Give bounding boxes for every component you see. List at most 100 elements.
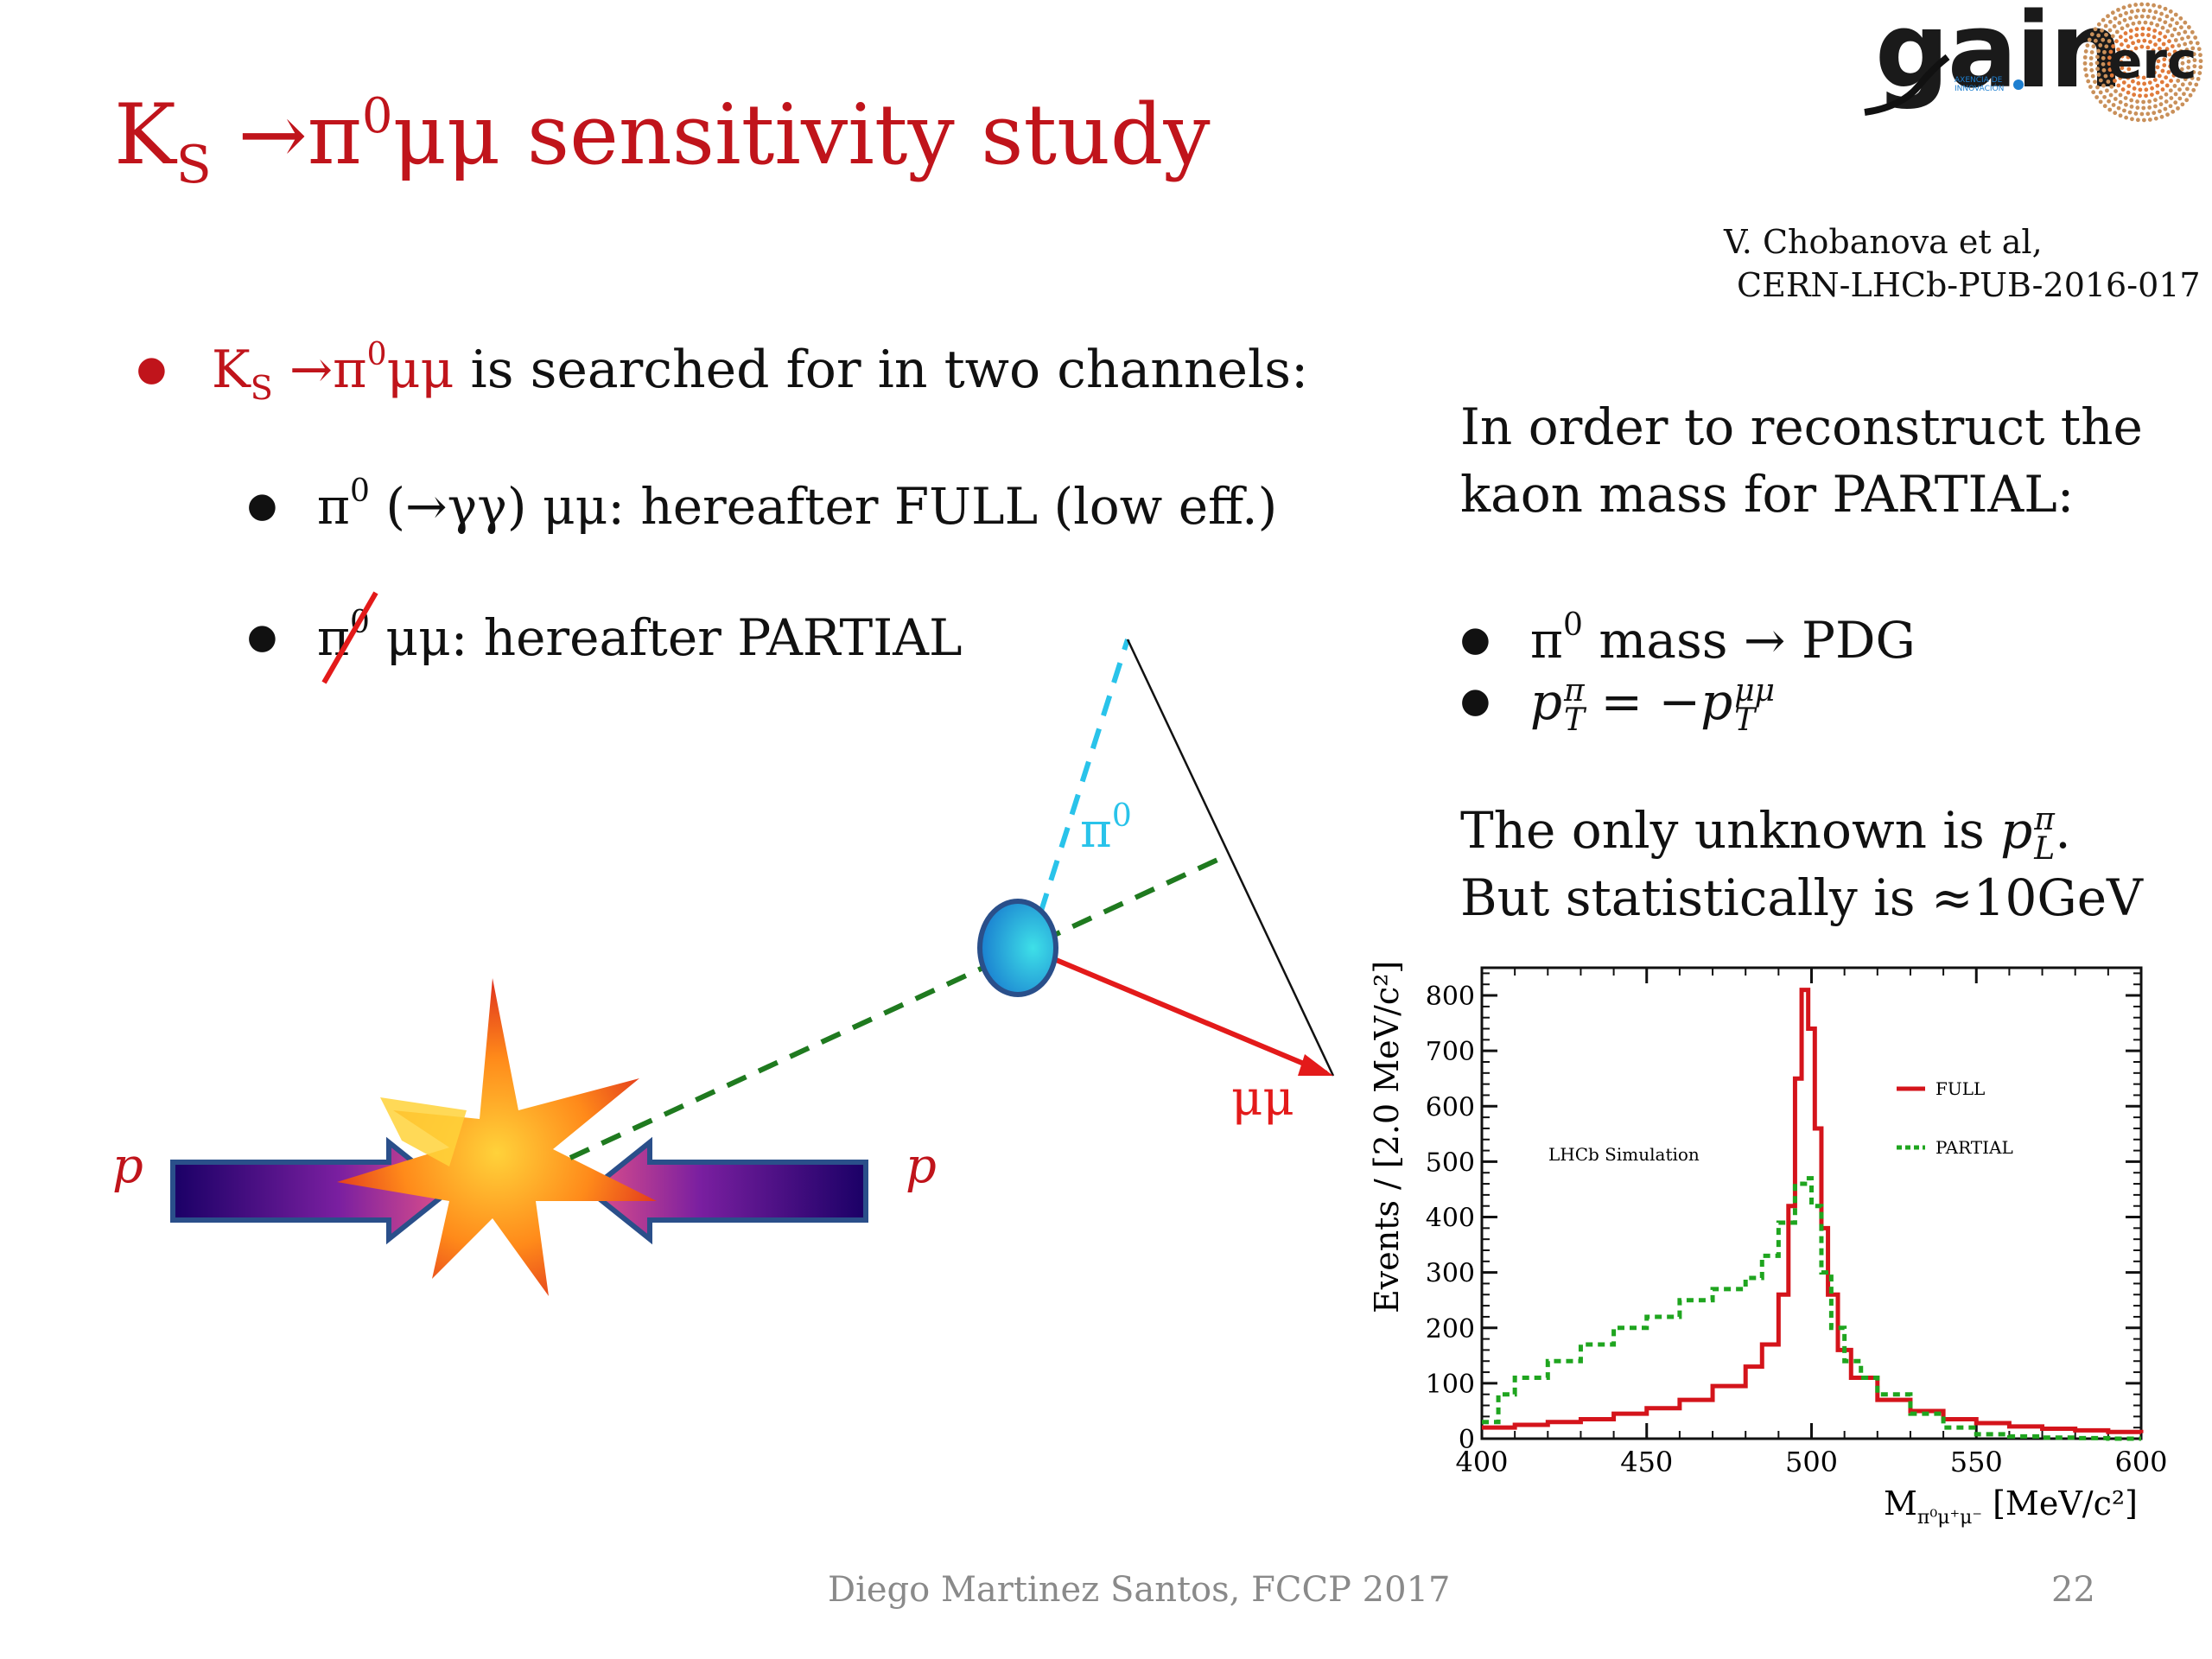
erc-dot: [2124, 102, 2128, 107]
x-tick-label: 400: [1455, 1446, 1508, 1478]
erc-dot: [2153, 116, 2158, 121]
erc-dot: [2113, 79, 2117, 83]
right-bullet-pt: ● p π T = −p μμ T: [1460, 667, 1775, 735]
title-sup: 0: [361, 88, 393, 144]
erc-dot: [2110, 34, 2115, 39]
erc-dot: [2144, 93, 2148, 99]
page-number: 22: [2051, 1570, 2095, 1610]
erc-dot: [2168, 64, 2173, 69]
title-sub: S: [175, 135, 212, 195]
erc-dot: [2105, 88, 2109, 93]
erc-dot: [2113, 111, 2118, 116]
erc-dot: [2130, 72, 2135, 76]
erc-dot: [2107, 39, 2112, 43]
erc-dot: [2149, 92, 2154, 97]
erc-dot: [2139, 111, 2145, 117]
erc-dot: [2177, 87, 2182, 92]
x-tick-label: 450: [1620, 1446, 1673, 1478]
erc-dot: [2113, 16, 2118, 21]
erc-dot: [2183, 29, 2188, 35]
erc-dot: [2160, 25, 2165, 30]
legend-full-label: FULL: [1936, 1078, 1985, 1099]
erc-dot: [2186, 65, 2191, 70]
erc-dot: [2116, 83, 2121, 88]
erc-dot: [2095, 67, 2100, 72]
erc-dot: [2141, 99, 2145, 105]
erc-dot: [2120, 66, 2125, 71]
erc-dot: [2091, 44, 2096, 49]
rb2-rsub: T: [1734, 702, 1756, 738]
erc-dot: [2141, 8, 2146, 13]
erc-dot: [2129, 98, 2134, 103]
erc-dot: [2177, 96, 2183, 101]
triangle-edge: [1126, 639, 1335, 1077]
erc-dot: [2107, 55, 2112, 60]
erc-dot: [2122, 17, 2127, 22]
erc-dot: [2118, 13, 2123, 18]
erc-logo: erc: [2108, 31, 2197, 90]
erc-dot: [2139, 14, 2145, 19]
bullet-dot: ●: [247, 486, 277, 525]
erc-dot: [2138, 93, 2142, 99]
erc-dot: [2180, 82, 2185, 87]
erc-dot: [2179, 25, 2183, 30]
b1-mumu: μμ: [386, 340, 454, 400]
erc-dot: [2115, 70, 2120, 75]
erc-dot: [2088, 61, 2094, 67]
erc-dot: [2147, 9, 2152, 13]
erc-dot: [2180, 54, 2185, 60]
erc-dot: [2155, 83, 2160, 88]
erc-dot: [2188, 92, 2193, 98]
erc-dot: [2098, 78, 2103, 83]
erc-dot: [2107, 107, 2113, 112]
erc-dot: [2167, 39, 2171, 44]
erc-dot: [2127, 3, 2133, 9]
series-partial-line: [1482, 1176, 2141, 1441]
erc-dot: [2189, 40, 2193, 45]
erc-dot: [2172, 84, 2177, 88]
erc-dot: [2129, 9, 2134, 14]
erc-dot: [2169, 79, 2173, 83]
erc-dot: [2162, 63, 2167, 67]
reference-id: CERN-LHCb-PUB-2016-017: [1737, 266, 2201, 304]
right-proton-beam: [585, 1136, 868, 1245]
erc-dot: [2172, 27, 2177, 32]
erc-dot: [2173, 92, 2178, 97]
erc-dot: [2153, 98, 2158, 103]
erc-dot: [2144, 87, 2149, 92]
erc-dot: [2150, 86, 2154, 91]
erc-dot: [2110, 10, 2115, 16]
erc-dot: [2136, 39, 2141, 43]
erc-dot: [2142, 38, 2147, 43]
erc-dot: [2180, 36, 2184, 41]
erc-dot: [2160, 68, 2165, 73]
erc-dot: [2131, 21, 2136, 26]
erc-dot: [2184, 48, 2190, 52]
proton-right-label: p: [906, 1138, 937, 1194]
unknown-sub: L: [2034, 830, 2056, 867]
erc-dot: [2116, 7, 2120, 12]
erc-dot: [2190, 46, 2196, 51]
b2-pi: π: [316, 477, 351, 536]
erc-dot: [2170, 17, 2175, 22]
erc-dot: [2120, 26, 2125, 31]
erc-dot: [2134, 33, 2139, 38]
pi0-label: π0: [1080, 798, 1132, 859]
erc-dot: [2132, 92, 2137, 98]
erc-dot: [2104, 32, 2108, 37]
erc-dot: [2165, 112, 2170, 118]
erc-dot: [2121, 5, 2126, 10]
y-axis-label: Events / [2.0 MeV/c²]: [1368, 961, 1406, 1313]
erc-dot: [2118, 99, 2123, 105]
kaon-vertex: [977, 899, 1058, 997]
erc-dot: [2157, 4, 2162, 10]
erc-dot: [2120, 87, 2126, 92]
erc-dot: [2159, 114, 2164, 119]
erc-dot: [2126, 75, 2131, 80]
erc-dot: [2124, 10, 2128, 16]
rb2-p: p: [1529, 672, 1563, 731]
erc-dot: [2191, 70, 2196, 74]
erc-dot: [2114, 29, 2120, 35]
erc-dot: [2128, 16, 2133, 21]
erc-dot: [2138, 87, 2143, 92]
